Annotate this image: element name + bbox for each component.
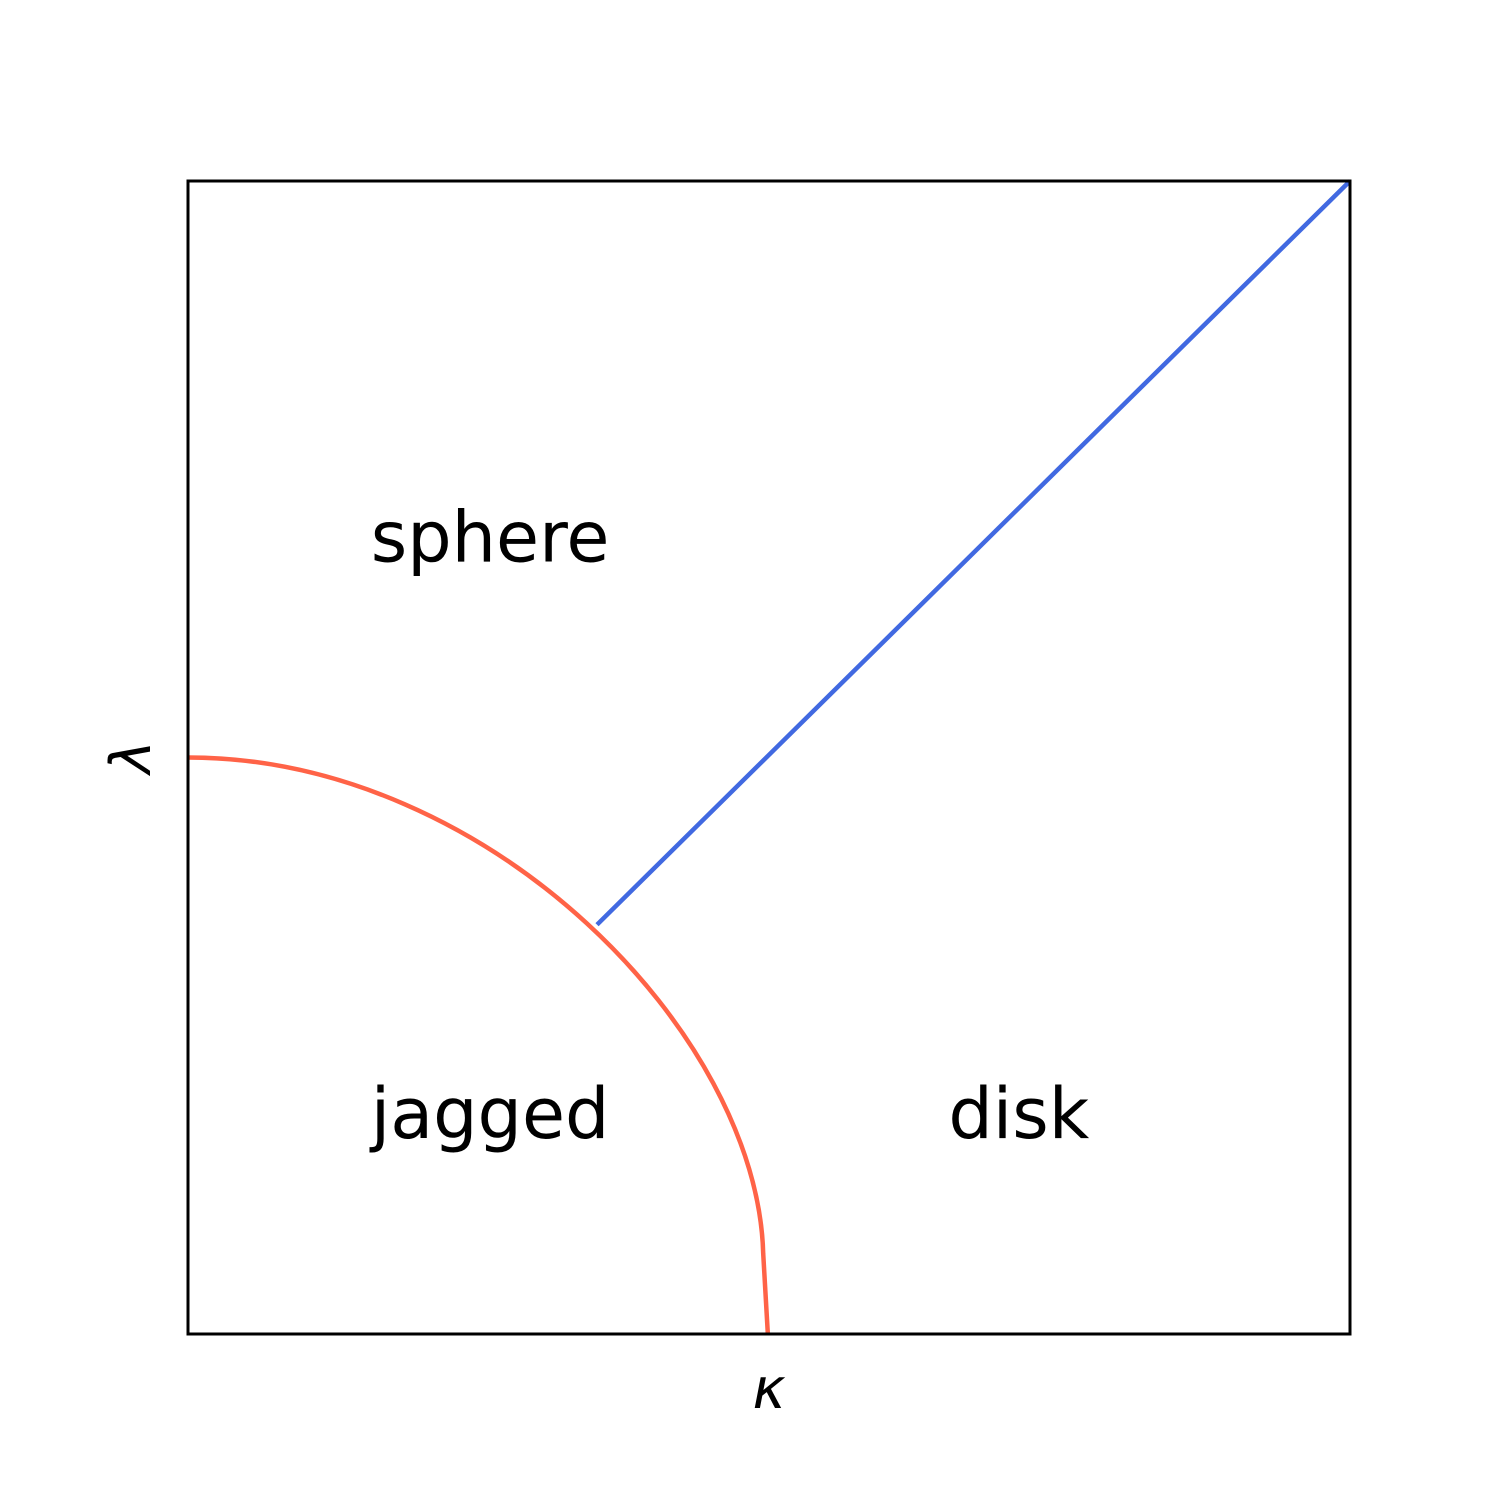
- x-axis-label: κ: [752, 1357, 785, 1422]
- series-layer: [187, 179, 1352, 1335]
- region-label-sphere: sphere: [371, 496, 610, 578]
- annotation-layer: sphere jagged disk: [369, 496, 1090, 1155]
- plot-frame: [186, 179, 1352, 1336]
- region-label-disk: disk: [948, 1073, 1089, 1155]
- jagged-boundary-line: [187, 755, 771, 1335]
- sphere-disk-boundary-line: [595, 179, 1352, 927]
- y-axis-label: λ: [99, 740, 164, 776]
- region-label-jagged: jagged: [369, 1073, 610, 1155]
